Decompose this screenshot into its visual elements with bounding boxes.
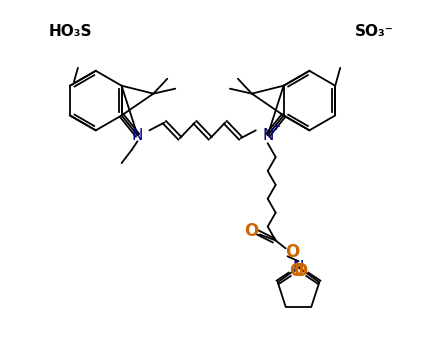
Text: O: O	[244, 222, 258, 239]
Text: O: O	[290, 262, 304, 280]
Text: N: N	[132, 128, 143, 143]
Text: +: +	[272, 122, 281, 132]
Text: HO₃S: HO₃S	[49, 24, 92, 39]
Text: N: N	[262, 128, 273, 143]
Text: O: O	[293, 262, 307, 280]
Text: N: N	[293, 260, 304, 275]
Text: O: O	[286, 243, 300, 261]
Text: SO₃⁻: SO₃⁻	[355, 24, 393, 39]
